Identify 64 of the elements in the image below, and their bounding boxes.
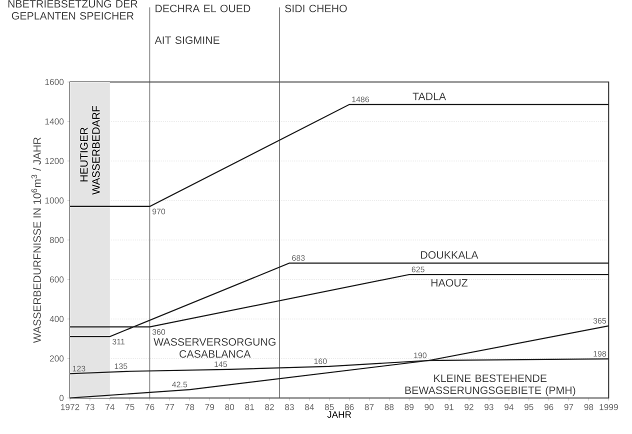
y-axis-title: WASSERBEDURFNISSE IN 10$^{6}$m$^{3}$ / JAHR (31, 137, 41, 343)
x-tick-label: 77 (165, 404, 174, 410)
text: AIT SIGMINE (154, 36, 220, 44)
x-tick-label: 79 (205, 404, 214, 410)
x-tick-label: 91 (444, 404, 454, 410)
y-tick-label: 400 (50, 316, 64, 322)
text: SIDI CHEHO (285, 4, 347, 12)
data-label: 190 (414, 352, 427, 358)
x-tick-label: 89 (404, 404, 414, 410)
x-tick-label: 85 (324, 404, 334, 410)
x-tick-label: 98 (584, 404, 594, 410)
data-label: 198 (594, 350, 606, 357)
x-tick-label: 95 (524, 404, 534, 410)
data-label: 683 (292, 255, 305, 261)
x-tick-label: 94 (504, 404, 514, 410)
x-tick-label: 87 (364, 404, 374, 410)
data-label: 42.5 (172, 382, 188, 388)
data-label: 360 (152, 329, 166, 335)
x-axis-title: JAHR (327, 411, 352, 418)
x-tick-label: 92 (464, 404, 474, 410)
line-series (69, 325, 610, 399)
x-tick-label: 96 (544, 404, 554, 410)
data-label: 145 (214, 362, 228, 368)
annotation: DOUKKALA (421, 251, 478, 259)
x-tick-label: 82 (265, 404, 274, 410)
data-label: 625 (412, 266, 424, 272)
y-tick-label: 600 (50, 276, 64, 283)
y-tick-label: 200 (50, 355, 64, 362)
x-tick-label: 83 (285, 404, 294, 410)
x-tick-label: 74 (106, 404, 114, 410)
x-tick-label: 73 (86, 404, 94, 410)
annotation: WASSERVERSORGUNG CASABLANCA (154, 338, 276, 358)
x-tick-label: 1972 (61, 404, 80, 410)
x-tick-label: 84 (304, 404, 314, 410)
y-tick-label: 1200 (45, 158, 64, 164)
data-label: 365 (593, 318, 606, 324)
x-tick-label: 86 (344, 404, 354, 410)
y-tick-label: 1600 (45, 78, 64, 86)
y-tick-label: 1000 (45, 197, 64, 204)
data-label: 970 (152, 208, 166, 214)
annotation: HAOUZ (431, 279, 468, 287)
data-label: 123 (72, 366, 86, 372)
annotation: KLEINE BESTEHENDE BEWASSERUNGSGEBIETE (PMH) (405, 374, 576, 396)
x-tick-label: 75 (125, 404, 134, 410)
x-tick-label: 90 (424, 404, 434, 410)
y-tick-label: 1400 (45, 118, 64, 125)
band-label: HEUTIGER WASSERBEDARF (80, 106, 100, 195)
y-tick-label: 0 (59, 394, 64, 402)
text: DECHRA EL OUED (156, 4, 250, 12)
data-label: 135 (114, 363, 128, 370)
y-tick-label: 800 (50, 236, 64, 244)
data-label: 311 (112, 338, 125, 344)
x-tick-label: 1999 (600, 404, 618, 410)
x-tick-label: 97 (564, 404, 574, 410)
data-label: 1486 (352, 96, 370, 102)
x-tick-label: 93 (484, 404, 494, 410)
x-tick-label: 88 (384, 404, 394, 410)
x-tick-label: 80 (225, 404, 234, 410)
x-tick-label: 78 (185, 404, 194, 410)
text: NBETRIEBSETZUNG DER GEPLANTEN SPEICHER (8, 0, 138, 20)
data-label: 160 (314, 358, 327, 364)
x-tick-label: 76 (145, 404, 154, 410)
x-tick-label: 81 (245, 404, 254, 410)
annotation: TADLA (412, 92, 446, 100)
